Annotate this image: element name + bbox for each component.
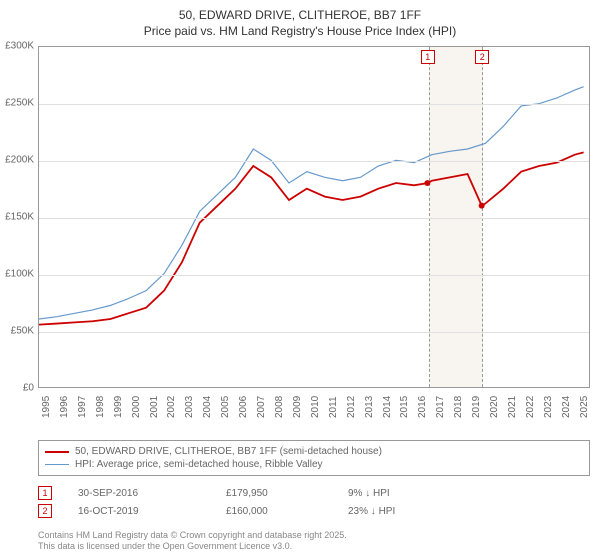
plot-area — [38, 46, 590, 388]
gridline — [39, 104, 589, 105]
sale-price: £160,000 — [226, 506, 348, 517]
legend-label: 50, EDWARD DRIVE, CLITHEROE, BB7 1FF (se… — [75, 446, 382, 457]
x-axis-label: 2004 — [202, 396, 213, 418]
sale-price: £179,950 — [226, 488, 348, 499]
x-axis-label: 2007 — [256, 396, 267, 418]
sale-row: 1 30-SEP-2016£179,9509% ↓ HPI — [38, 484, 468, 502]
y-axis-label: £50K — [11, 326, 34, 337]
y-axis-label: £300K — [5, 41, 34, 52]
y-axis-label: £100K — [5, 269, 34, 280]
x-axis-label: 1997 — [77, 396, 88, 418]
gridline — [39, 332, 589, 333]
x-axis-label: 2011 — [328, 396, 339, 418]
footer-line2: This data is licensed under the Open Gov… — [38, 541, 347, 552]
x-axis-label: 2002 — [166, 396, 177, 418]
x-axis-label: 2003 — [184, 396, 195, 418]
gridline — [39, 161, 589, 162]
x-axis-label: 2019 — [471, 396, 482, 418]
series-hpi — [39, 87, 584, 319]
x-axis-label: 2009 — [292, 396, 303, 418]
gridline — [39, 275, 589, 276]
x-axis-label: 2013 — [364, 396, 375, 418]
series-price_paid — [39, 152, 584, 324]
legend-item: 50, EDWARD DRIVE, CLITHEROE, BB7 1FF (se… — [45, 445, 583, 458]
sale-marker-1: 1 — [421, 50, 435, 64]
x-axis-label: 1998 — [95, 396, 106, 418]
sale-point — [424, 180, 430, 186]
plot-svg — [39, 47, 589, 387]
sale-date: 30-SEP-2016 — [78, 488, 226, 499]
y-axis-label: £150K — [5, 212, 34, 223]
sale-marker-ref: 1 — [38, 486, 52, 500]
chart-title: 50, EDWARD DRIVE, CLITHEROE, BB7 1FF — [0, 0, 600, 24]
x-axis-label: 2008 — [274, 396, 285, 418]
sale-point — [479, 203, 485, 209]
sale-date: 16-OCT-2019 — [78, 506, 226, 517]
y-axis-label: £250K — [5, 98, 34, 109]
footer-line1: Contains HM Land Registry data © Crown c… — [38, 530, 347, 541]
x-axis-label: 2001 — [149, 396, 160, 418]
x-axis-label: 2018 — [453, 396, 464, 418]
gridline — [39, 218, 589, 219]
sale-row: 2 16-OCT-2019£160,00023% ↓ HPI — [38, 502, 468, 520]
legend-swatch — [45, 451, 69, 453]
x-axis-label: 2000 — [131, 396, 142, 418]
x-axis-label: 2023 — [543, 396, 554, 418]
x-axis-label: 2025 — [579, 396, 590, 418]
x-axis-label: 2015 — [399, 396, 410, 418]
x-axis-label: 2010 — [310, 396, 321, 418]
x-axis-label: 2006 — [238, 396, 249, 418]
x-axis-label: 2024 — [561, 396, 572, 418]
x-axis-label: 2016 — [417, 396, 428, 418]
x-axis-label: 2022 — [525, 396, 536, 418]
legend-label: HPI: Average price, semi-detached house,… — [75, 459, 323, 470]
x-axis-label: 1996 — [59, 396, 70, 418]
sale-marker-ref: 2 — [38, 504, 52, 518]
x-axis-label: 2020 — [489, 396, 500, 418]
sales-table: 1 30-SEP-2016£179,9509% ↓ HPI 2 16-OCT-2019… — [38, 484, 468, 520]
x-axis-label: 1995 — [41, 396, 52, 418]
chart-container: 50, EDWARD DRIVE, CLITHEROE, BB7 1FF Pri… — [0, 0, 600, 560]
x-axis-label: 2005 — [220, 396, 231, 418]
legend-item: HPI: Average price, semi-detached house,… — [45, 458, 583, 471]
footer-attrib: Contains HM Land Registry data © Crown c… — [38, 530, 347, 552]
x-axis-label: 2014 — [382, 396, 393, 418]
x-axis-label: 2012 — [346, 396, 357, 418]
sale-vs-hpi: 9% ↓ HPI — [348, 488, 468, 499]
chart-subtitle: Price paid vs. HM Land Registry's House … — [0, 24, 600, 44]
sale-vs-hpi: 23% ↓ HPI — [348, 506, 468, 517]
sale-marker-2: 2 — [475, 50, 489, 64]
x-axis-label: 2021 — [507, 396, 518, 418]
legend-swatch — [45, 464, 69, 465]
x-axis-label: 2017 — [435, 396, 446, 418]
legend: 50, EDWARD DRIVE, CLITHEROE, BB7 1FF (se… — [38, 440, 590, 476]
x-axis-label: 1999 — [113, 396, 124, 418]
y-axis-label: £0 — [23, 383, 34, 394]
y-axis-label: £200K — [5, 155, 34, 166]
